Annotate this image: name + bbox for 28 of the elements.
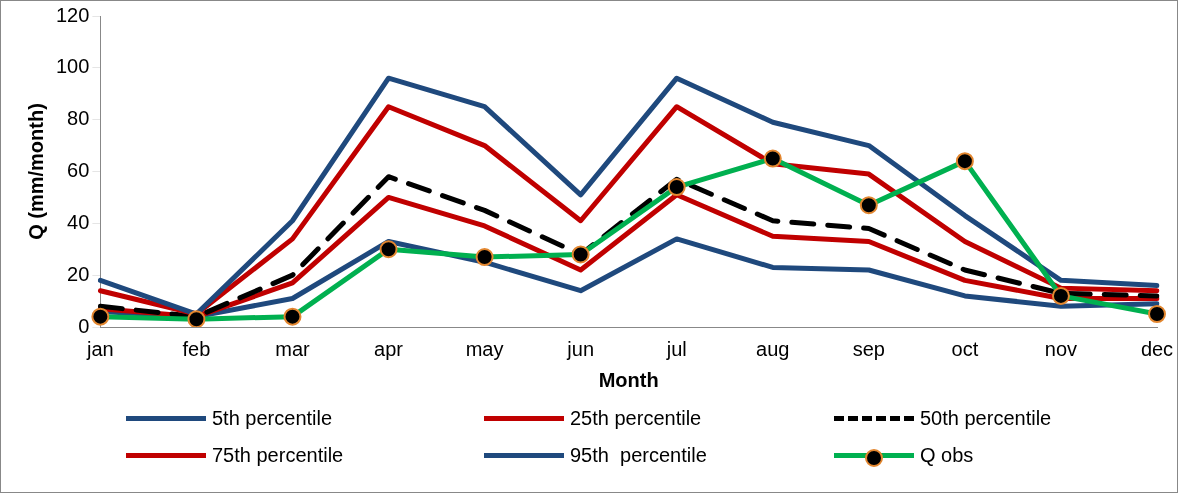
legend-label: 75th percentile bbox=[212, 444, 344, 467]
y-tick-label: 100 bbox=[55, 55, 90, 78]
y-tick-label: 40 bbox=[67, 210, 90, 233]
x-tick-label: oct bbox=[951, 337, 979, 360]
y-tick-label: 80 bbox=[67, 107, 90, 130]
legend-label: Q obs bbox=[920, 444, 974, 467]
x-tick-label: aug bbox=[756, 337, 790, 360]
x-tick-label: sep bbox=[852, 337, 885, 360]
x-tick-label: jun bbox=[566, 337, 595, 360]
x-axis-title: Month bbox=[598, 368, 659, 391]
y-tick-label: 60 bbox=[67, 159, 90, 182]
y-axis-title: Q (mm/month) bbox=[24, 103, 47, 240]
x-tick-label: jul bbox=[665, 337, 687, 360]
legend-label: 25th percentile bbox=[570, 407, 702, 430]
x-tick-label: apr bbox=[374, 337, 404, 360]
x-tick-label: mar bbox=[275, 337, 311, 360]
x-tick-label: nov bbox=[1044, 337, 1078, 360]
x-tick-label: may bbox=[465, 337, 504, 360]
y-tick-label: 20 bbox=[67, 262, 90, 285]
legend-label: 95th percentile bbox=[570, 444, 707, 467]
x-tick-label: feb bbox=[182, 337, 211, 360]
legend-label: 50th percentile bbox=[920, 407, 1052, 430]
y-tick-label: 0 bbox=[78, 314, 90, 337]
y-tick-label: 120 bbox=[55, 3, 90, 26]
point bbox=[571, 245, 590, 264]
legend-label: 5th percentile bbox=[212, 407, 333, 430]
x-tick-label: dec bbox=[1140, 337, 1174, 360]
x-tick-label: jan bbox=[86, 337, 114, 360]
